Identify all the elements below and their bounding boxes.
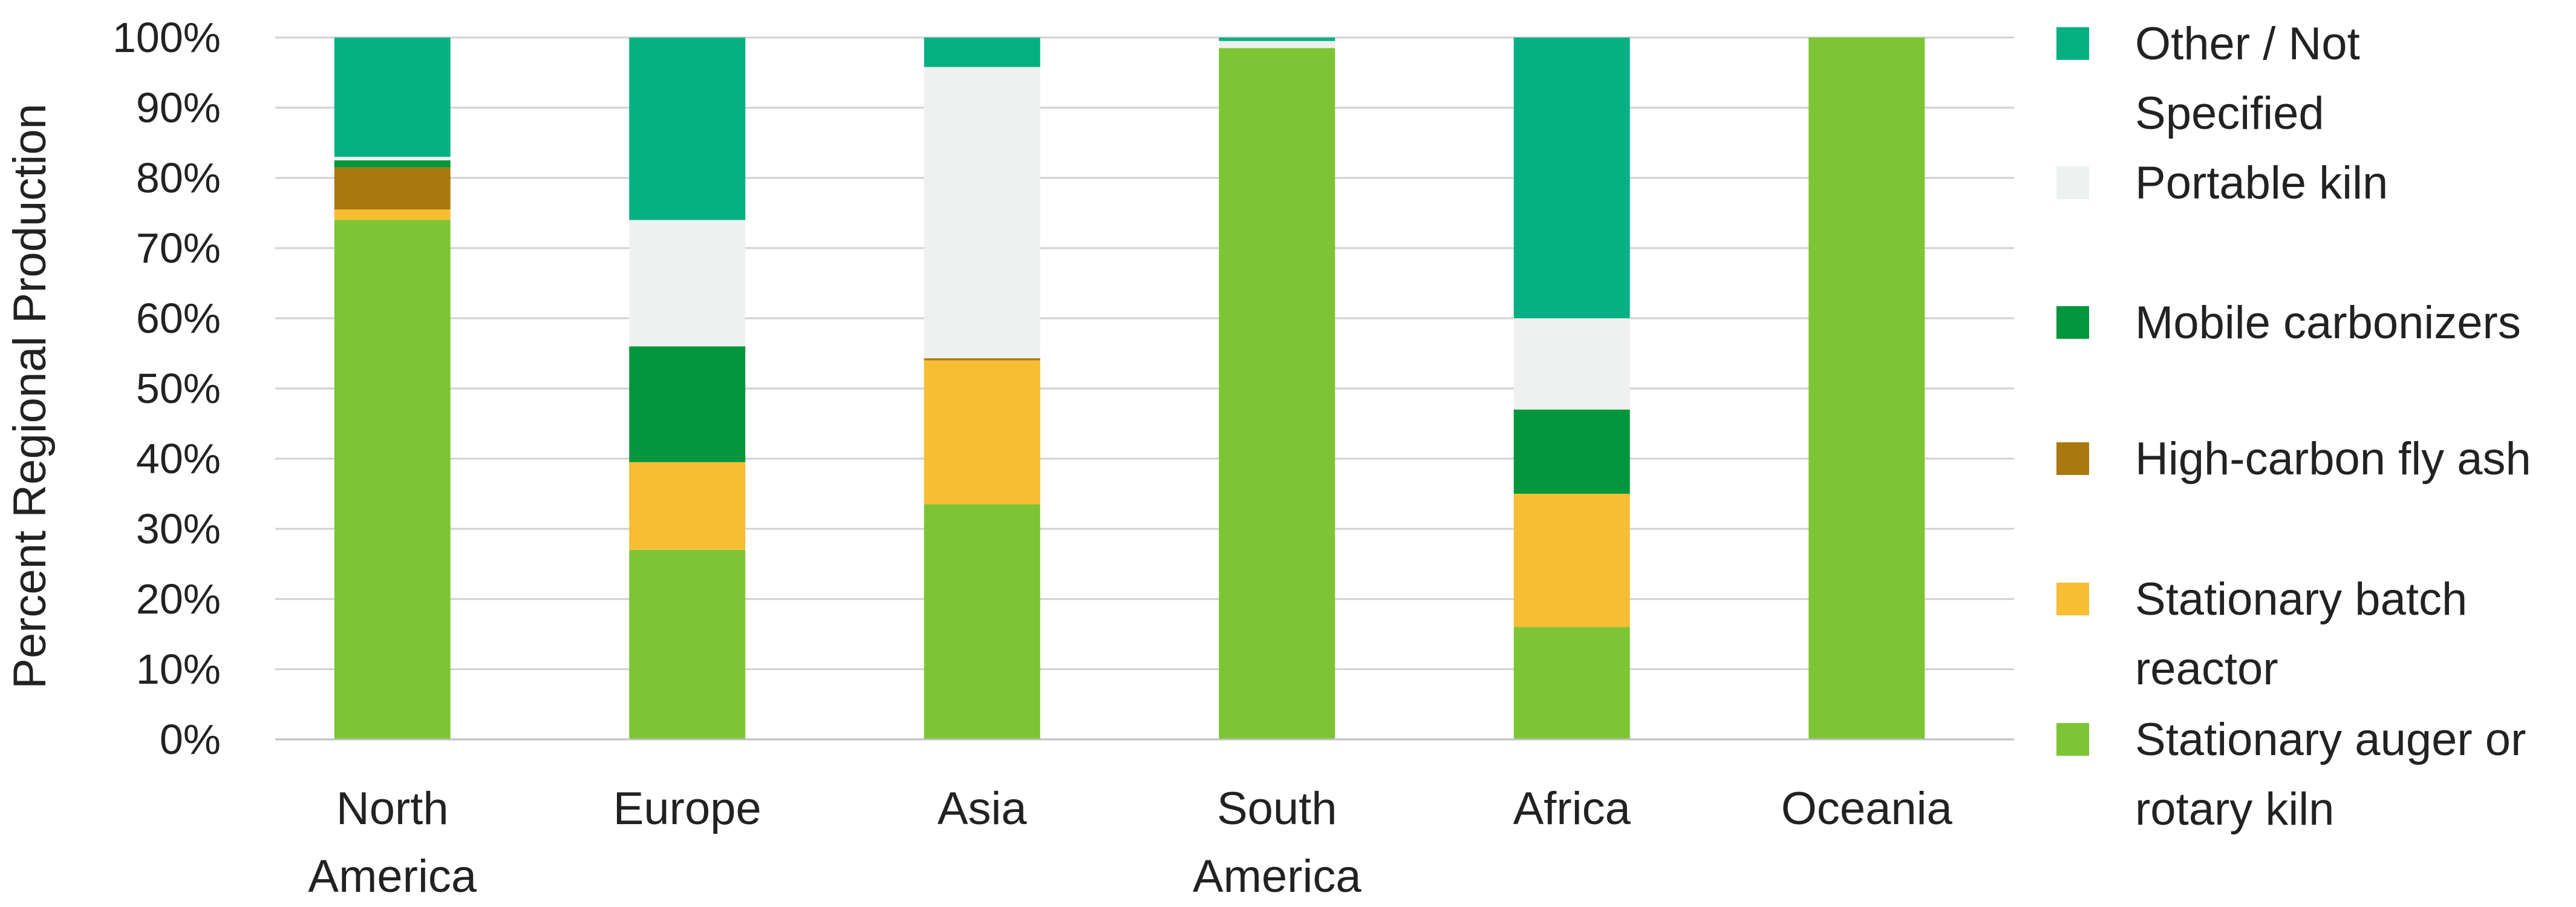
y-tick-label: 30% — [136, 505, 221, 552]
legend-swatch — [2056, 166, 2089, 199]
bar-segment — [1513, 38, 1630, 318]
bar-segment — [1513, 627, 1630, 739]
bar-segment — [1219, 48, 1335, 739]
legend-label: Stationary auger or rotary kiln — [2135, 714, 2526, 835]
bar-segment — [924, 38, 1040, 67]
legend-item: Other / Not Specified — [2056, 18, 2360, 139]
legend-swatch — [2056, 442, 2089, 475]
bar-segment — [1513, 494, 1630, 627]
bar-segment — [1219, 41, 1335, 48]
bar-segment — [924, 358, 1040, 361]
legend-label: Mobile carbonizers — [2135, 297, 2521, 349]
legend-label: Other / Not Specified — [2135, 18, 2360, 139]
y-axis-label: Percent Regional Production — [4, 103, 56, 689]
bar-segment — [1808, 38, 1925, 739]
x-axis-categories: North America Europe Asia South America Africa… — [308, 783, 1952, 902]
y-axis-ticks: 0% 10% 20% 30% 40% 50% 60% 70% 80% 90% 100% — [112, 14, 221, 763]
x-category-label: Asia — [937, 783, 1028, 834]
bars — [334, 38, 1925, 740]
bar-segment — [334, 38, 451, 157]
legend-item: Stationary batch reactor — [2056, 574, 2467, 695]
y-tick-label: 60% — [136, 295, 221, 342]
y-tick-label: 80% — [136, 154, 221, 201]
legend-item: Mobile carbonizers — [2056, 297, 2521, 349]
x-category-label: Europe — [613, 783, 761, 834]
y-tick-label: 20% — [136, 575, 221, 623]
y-tick-label: 0% — [160, 716, 221, 763]
bar-segment — [1513, 409, 1630, 494]
legend-label: High-carbon fly ash — [2135, 433, 2531, 485]
bar-segment — [629, 38, 746, 220]
y-tick-label: 40% — [136, 435, 221, 482]
bar-segment — [334, 157, 451, 160]
legend-item: Portable kiln — [2056, 157, 2388, 209]
legend-swatch — [2056, 723, 2089, 756]
x-category-label: Africa — [1513, 783, 1631, 834]
bar-segment — [334, 220, 451, 740]
legend-swatch — [2056, 583, 2089, 615]
legend-label: Portable kiln — [2135, 157, 2388, 209]
x-category-label: Oceania — [1781, 783, 1953, 834]
bar-segment — [334, 160, 451, 168]
x-category-label: North America — [308, 783, 477, 902]
bar-segment — [924, 360, 1040, 505]
legend-swatch — [2056, 306, 2089, 339]
gridlines — [275, 36, 2014, 670]
bar-segment — [629, 220, 746, 347]
legend-swatch — [2056, 27, 2089, 60]
legend-item: High-carbon fly ash — [2056, 433, 2531, 485]
legend-item: Stationary auger or rotary kiln — [2056, 714, 2526, 835]
bar-segment — [924, 67, 1040, 359]
legend: Other / Not Specified Portable kiln Mobile … — [2056, 18, 2531, 835]
bar-segment — [1219, 38, 1335, 41]
legend-label: Stationary batch reactor — [2135, 574, 2467, 695]
bar-segment — [629, 346, 746, 462]
y-tick-label: 70% — [136, 224, 221, 272]
bar-segment — [334, 209, 451, 220]
bar-segment — [334, 167, 451, 210]
x-category-label: South America — [1193, 783, 1361, 902]
y-tick-label: 90% — [136, 84, 221, 131]
y-tick-label: 50% — [136, 365, 221, 412]
bar-segment — [924, 504, 1040, 739]
y-tick-label: 100% — [112, 14, 221, 61]
bar-segment — [629, 462, 746, 550]
bar-segment — [1513, 318, 1630, 410]
y-tick-label: 10% — [136, 646, 221, 693]
bar-segment — [629, 549, 746, 739]
